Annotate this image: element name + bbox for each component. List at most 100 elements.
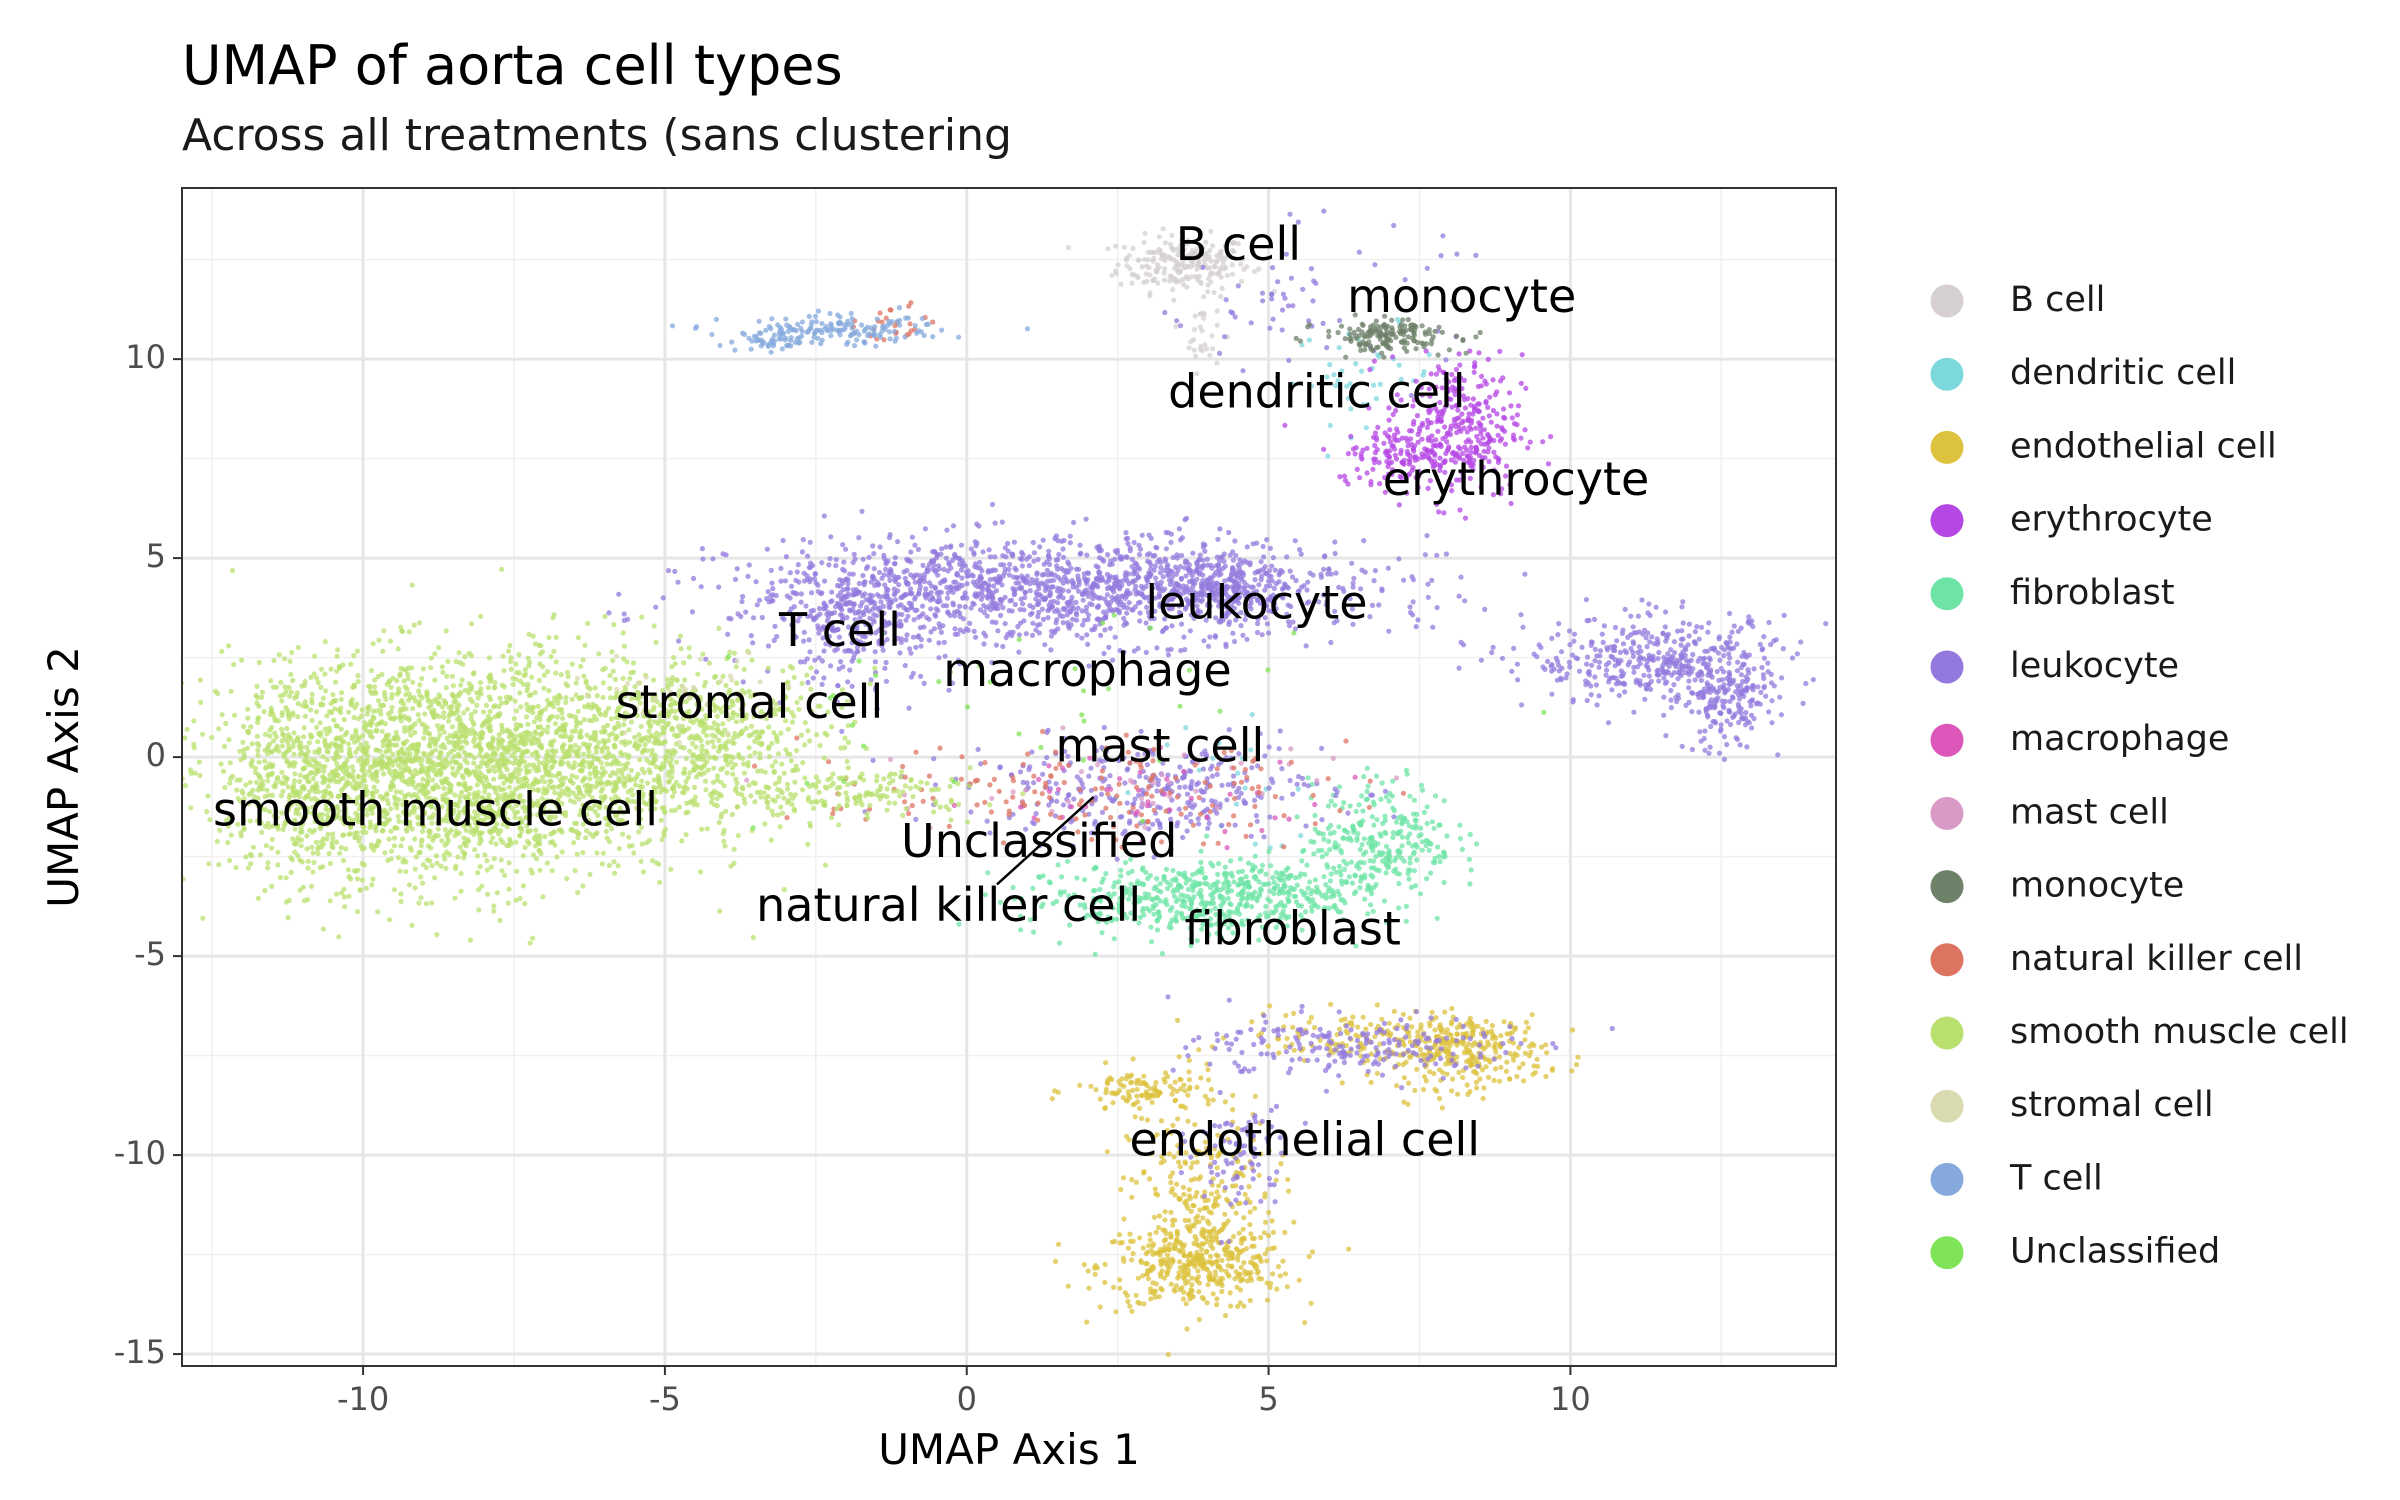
data-point [920,611,926,617]
data-point [1177,1164,1183,1170]
data-point [1058,565,1064,572]
data-point [928,606,934,612]
data-point [1010,585,1016,592]
data-point [1695,658,1701,664]
data-point [1297,547,1303,553]
data-point [1148,924,1154,930]
data-point [1372,1034,1378,1040]
data-point [1233,1169,1239,1175]
data-point [1727,634,1733,640]
data-point [1596,693,1602,699]
data-point [1371,358,1377,364]
data-point [819,658,826,664]
data-point [1164,742,1170,748]
data-point [1411,418,1417,424]
data-point [1407,793,1413,799]
data-point [1098,632,1104,639]
data-point [1372,843,1378,849]
data-point [1600,639,1606,646]
data-point [1172,1288,1178,1294]
data-point [1181,1242,1187,1248]
data-point [1603,667,1610,673]
data-point [1232,1276,1238,1282]
data-point [1425,594,1431,600]
data-point [1321,446,1327,452]
data-point [1478,373,1485,379]
data-point [1501,1019,1507,1025]
data-point [1556,621,1562,627]
data-point [1194,371,1200,377]
data-point [1246,860,1252,866]
data-point [1168,1130,1174,1136]
data-point [1413,624,1419,630]
data-point [1414,857,1420,863]
data-point [1229,1263,1235,1269]
data-point [1183,1198,1189,1204]
data-point [1439,1105,1445,1111]
data-point [1204,1300,1210,1306]
data-point [865,564,871,570]
data-point [1228,870,1234,877]
data-point [1109,594,1115,601]
data-point [1508,403,1514,409]
data-point [1002,566,1008,572]
data-point [1616,692,1622,699]
data-point [1221,1221,1227,1227]
data-point [1417,891,1424,897]
data-point [1079,635,1085,641]
data-point [883,678,890,684]
data-point [1083,608,1089,614]
data-point [1633,677,1640,683]
data-point [732,576,739,583]
data-point [1055,574,1061,580]
data-point [1418,782,1425,788]
data-point [1063,577,1069,583]
data-point [1385,565,1391,571]
data-point [977,565,983,571]
data-point [1350,1014,1356,1020]
data-point [1486,459,1492,465]
data-point [1200,310,1206,316]
data-point [1567,664,1573,670]
data-point [1391,1008,1397,1015]
data-point [1437,399,1443,406]
data-point [1226,1249,1232,1255]
data-point [1522,1037,1528,1043]
data-point [1635,613,1641,619]
data-point [1727,680,1733,686]
data-point [1370,434,1377,440]
data-point [1503,1068,1509,1074]
data-point [1386,798,1392,804]
data-point [1269,1218,1275,1224]
data-point [1345,451,1351,457]
data-point [1686,621,1692,627]
data-point [1142,230,1148,236]
data-point [1627,659,1633,665]
data-point [1615,679,1621,685]
data-point [944,603,950,609]
data-point [1096,603,1102,609]
data-point [1357,822,1364,828]
data-point [1161,1257,1167,1263]
data-point [1076,566,1082,572]
data-point [1646,673,1652,679]
data-point [1702,728,1708,734]
data-point [1153,895,1159,901]
data-point [1339,850,1345,856]
data-point [1191,1223,1197,1229]
data-point [1149,1099,1155,1105]
data-point [1800,700,1806,707]
data-point [1153,267,1159,273]
data-point [1338,872,1344,878]
data-point [1186,1077,1192,1083]
data-point [928,629,934,635]
data-point [1235,770,1241,776]
data-point [1230,1092,1236,1098]
data-point [1404,835,1411,841]
data-point [1164,1127,1170,1134]
data-point [1191,347,1197,353]
data-point [1069,577,1075,584]
data-point [1336,863,1342,870]
data-point [1132,1114,1138,1120]
data-point [1169,1091,1175,1097]
